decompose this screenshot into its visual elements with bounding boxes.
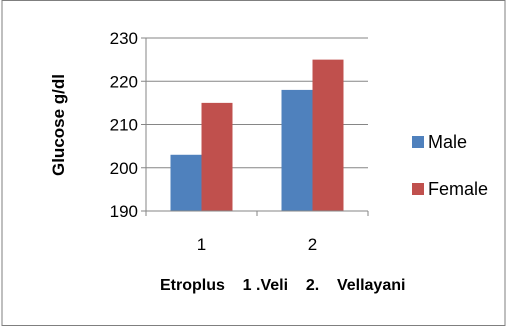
legend-label-male: Male: [428, 132, 467, 152]
y-tick-label: 230: [110, 29, 138, 48]
x-axis-title: Etroplus 1 .Veli 2. Vellayani: [160, 277, 405, 294]
bar-male-1: [170, 154, 202, 211]
legend-label-female: Female: [428, 179, 488, 199]
y-tick-label: 190: [110, 202, 138, 221]
bars: [170, 59, 344, 211]
y-tick-label: 210: [110, 116, 138, 135]
bar-female-2: [312, 59, 344, 211]
y-tick-label: 220: [110, 72, 138, 91]
y-axis: 190 200 210 220 230: [110, 29, 147, 221]
bar-female-1: [201, 102, 233, 211]
legend-swatch-female: [412, 183, 424, 195]
bar-male-2: [281, 89, 313, 211]
x-tick-label: 2: [308, 235, 317, 254]
x-tick-label: 1: [197, 235, 206, 254]
y-axis-title: Glucose g/dl: [49, 74, 68, 176]
y-tick-label: 200: [110, 159, 138, 178]
legend-swatch-male: [412, 136, 424, 148]
chart-border: [1, 0, 506, 326]
legend: Male Female: [412, 132, 488, 199]
